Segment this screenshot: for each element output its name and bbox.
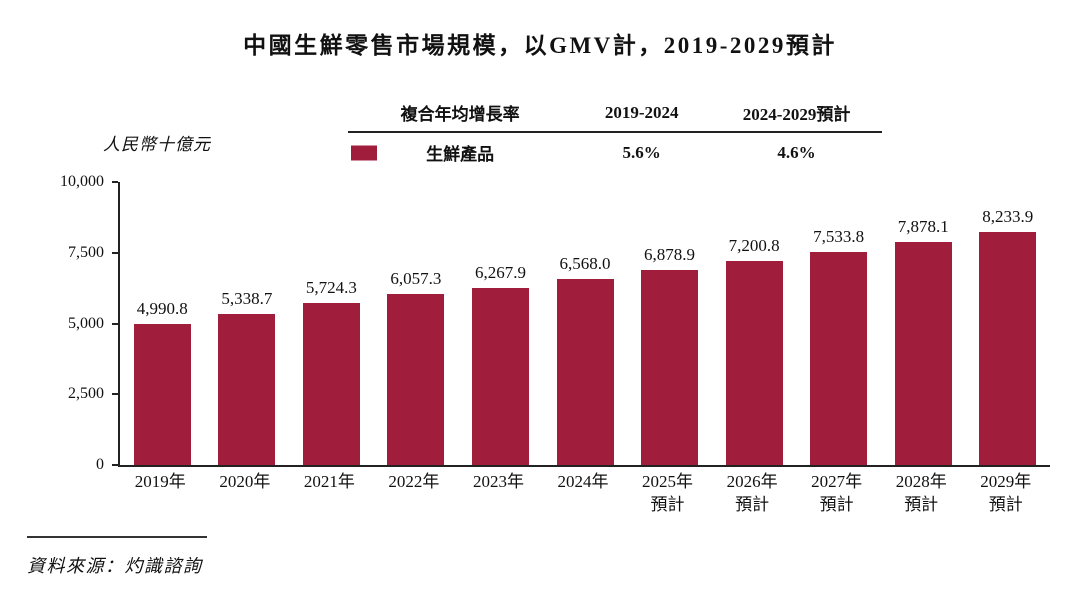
x-axis-year-label: 2029年 xyxy=(980,472,1032,491)
x-axis-labels: 2019年 2020年 2021年 2022年 2023年 2024年 2025年 預計 202… xyxy=(118,471,1048,517)
bar-value-label: 7,878.1 xyxy=(897,217,949,237)
y-axis-title: 人民幣十億元 xyxy=(103,135,211,154)
bar-value-label: 8,233.9 xyxy=(982,206,1034,226)
y-tick-mark xyxy=(112,393,118,396)
y-tick-label: 7,500 xyxy=(68,243,104,261)
bar xyxy=(218,313,276,465)
bar xyxy=(894,242,952,465)
bar-value-label: 5,338.7 xyxy=(221,288,273,308)
cagr-period2-value: 4.6% xyxy=(777,142,816,162)
bar-group: 4,990.8 xyxy=(120,182,205,465)
x-axis-year-label: 2021年 xyxy=(303,472,355,491)
cagr-period1-value: 5.6% xyxy=(622,142,661,162)
chart-title: 中國生鮮零售市場規模，以GMV計，2019-2029預計 xyxy=(243,33,837,58)
x-axis-forecast-label: 預計 xyxy=(819,494,854,514)
bar xyxy=(810,251,868,465)
cagr-period2-header: 2024-2029預計 xyxy=(742,105,851,124)
bar xyxy=(725,261,783,465)
bar-group: 8,233.9 xyxy=(965,182,1050,465)
bar-group: 6,267.9 xyxy=(458,182,543,465)
cagr-metric-header: 複合年均增長率 xyxy=(400,105,520,124)
bar-group: 7,200.8 xyxy=(712,182,797,465)
x-axis-category-label: 2026年預計 xyxy=(710,471,795,517)
x-axis-forecast-label: 預計 xyxy=(650,494,685,514)
y-tick-mark xyxy=(112,251,118,254)
bar-value-label: 7,200.8 xyxy=(728,236,780,256)
bar xyxy=(641,270,699,465)
y-tick-label: 2,500 xyxy=(68,385,104,403)
x-axis-year-label: 2022年 xyxy=(388,472,440,491)
y-tick-label: 5,000 xyxy=(68,314,104,332)
bar-value-label: 6,267.9 xyxy=(474,262,526,282)
y-tick-label: 0 xyxy=(96,456,104,473)
source-text: 資料來源：灼識諮詢 xyxy=(27,556,203,576)
x-axis-category-label: 2019年 xyxy=(118,471,203,517)
bar xyxy=(556,279,614,465)
legend-series-cell: 生鮮產品 xyxy=(348,140,572,165)
x-axis-year-label: 2025年 xyxy=(642,472,694,491)
x-axis-category-label: 2025年預計 xyxy=(625,471,710,517)
bar-chart-plot-area: 4,990.8 5,338.7 5,724.3 6,057.3 6,267.9 6,568… xyxy=(118,182,1050,467)
bar-value-label: 6,568.0 xyxy=(559,254,611,274)
bar-value-label: 6,057.3 xyxy=(390,268,442,288)
x-axis-year-label: 2028年 xyxy=(895,472,947,491)
cagr-data-row: 生鮮產品 5.6% 4.6% xyxy=(348,133,882,165)
x-axis-category-label: 2027年預計 xyxy=(794,471,879,517)
series-name-label: 生鮮產品 xyxy=(426,145,495,164)
bar-group: 5,338.7 xyxy=(205,182,290,465)
y-tick-label: 10,000 xyxy=(60,173,104,190)
cagr-period1-header: 2019-2024 xyxy=(604,102,679,122)
bar-group: 7,533.8 xyxy=(796,182,881,465)
bar-group: 6,568.0 xyxy=(543,182,628,465)
x-axis-year-label: 2020年 xyxy=(219,472,271,491)
x-axis-forecast-label: 預計 xyxy=(735,494,770,514)
x-axis-forecast-label: 預計 xyxy=(988,494,1023,514)
cagr-legend-table: 複合年均增長率 2019-2024 2024-2029預計 生鮮產品 5.6% … xyxy=(348,100,882,165)
y-tick-mark xyxy=(112,464,118,466)
x-axis-category-label: 2024年 xyxy=(541,471,626,517)
y-tick-mark xyxy=(112,181,118,183)
source-divider xyxy=(27,536,207,538)
bar-value-label: 6,878.9 xyxy=(644,245,696,265)
bar-group: 7,878.1 xyxy=(881,182,966,465)
x-axis-category-label: 2020年 xyxy=(203,471,288,517)
x-axis-category-label: 2023年 xyxy=(456,471,541,517)
x-axis-year-label: 2024年 xyxy=(557,472,609,491)
x-axis-year-label: 2026年 xyxy=(726,472,778,491)
x-axis-forecast-label: 預計 xyxy=(904,494,939,514)
bar-value-label: 4,990.8 xyxy=(136,298,188,318)
bar xyxy=(387,293,445,465)
y-tick-mark xyxy=(112,322,118,325)
bar-value-label: 7,533.8 xyxy=(813,226,865,246)
bar-value-label: 5,724.3 xyxy=(305,278,357,298)
bar-group: 5,724.3 xyxy=(289,182,374,465)
bar-group: 6,878.9 xyxy=(627,182,712,465)
x-axis-year-label: 2019年 xyxy=(134,472,186,491)
bar xyxy=(979,231,1037,465)
bar xyxy=(302,303,360,465)
bar-group: 6,057.3 xyxy=(374,182,459,465)
x-axis-category-label: 2029年預計 xyxy=(963,471,1048,517)
x-axis-category-label: 2022年 xyxy=(372,471,457,517)
bar xyxy=(471,287,529,465)
cagr-header-row: 複合年均增長率 2019-2024 2024-2029預計 xyxy=(348,100,882,133)
x-axis-category-label: 2021年 xyxy=(287,471,372,517)
series-color-swatch-icon xyxy=(351,145,377,160)
x-axis-year-label: 2023年 xyxy=(472,472,524,491)
x-axis-category-label: 2028年預計 xyxy=(879,471,964,517)
bar xyxy=(133,323,191,465)
y-axis-ticks: 0 2,500 5,000 7,500 10,000 xyxy=(0,173,118,473)
x-axis-year-label: 2027年 xyxy=(811,472,863,491)
